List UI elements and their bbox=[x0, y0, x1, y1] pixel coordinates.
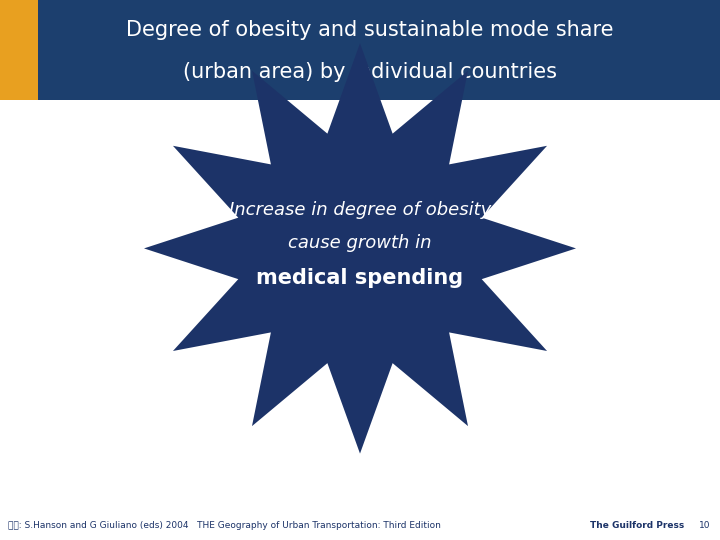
Text: 出所: S.Hanson and G Giuliano (eds) 2004   THE Geography of Urban Transportation: : 出所: S.Hanson and G Giuliano (eds) 2004 T… bbox=[8, 522, 441, 530]
Text: cause growth in: cause growth in bbox=[288, 234, 432, 252]
Text: (urban area) by individual countries: (urban area) by individual countries bbox=[183, 62, 557, 82]
Text: The Guilford Press: The Guilford Press bbox=[590, 522, 684, 530]
Text: Increase in degree of obesity: Increase in degree of obesity bbox=[229, 201, 491, 219]
Polygon shape bbox=[144, 43, 576, 454]
Bar bbox=[0, 0, 720, 100]
Text: Degree of obesity and sustainable mode share: Degree of obesity and sustainable mode s… bbox=[126, 20, 613, 40]
Text: 10: 10 bbox=[698, 522, 710, 530]
Text: medical spending: medical spending bbox=[256, 268, 464, 288]
Bar bbox=[0, 0, 38, 100]
